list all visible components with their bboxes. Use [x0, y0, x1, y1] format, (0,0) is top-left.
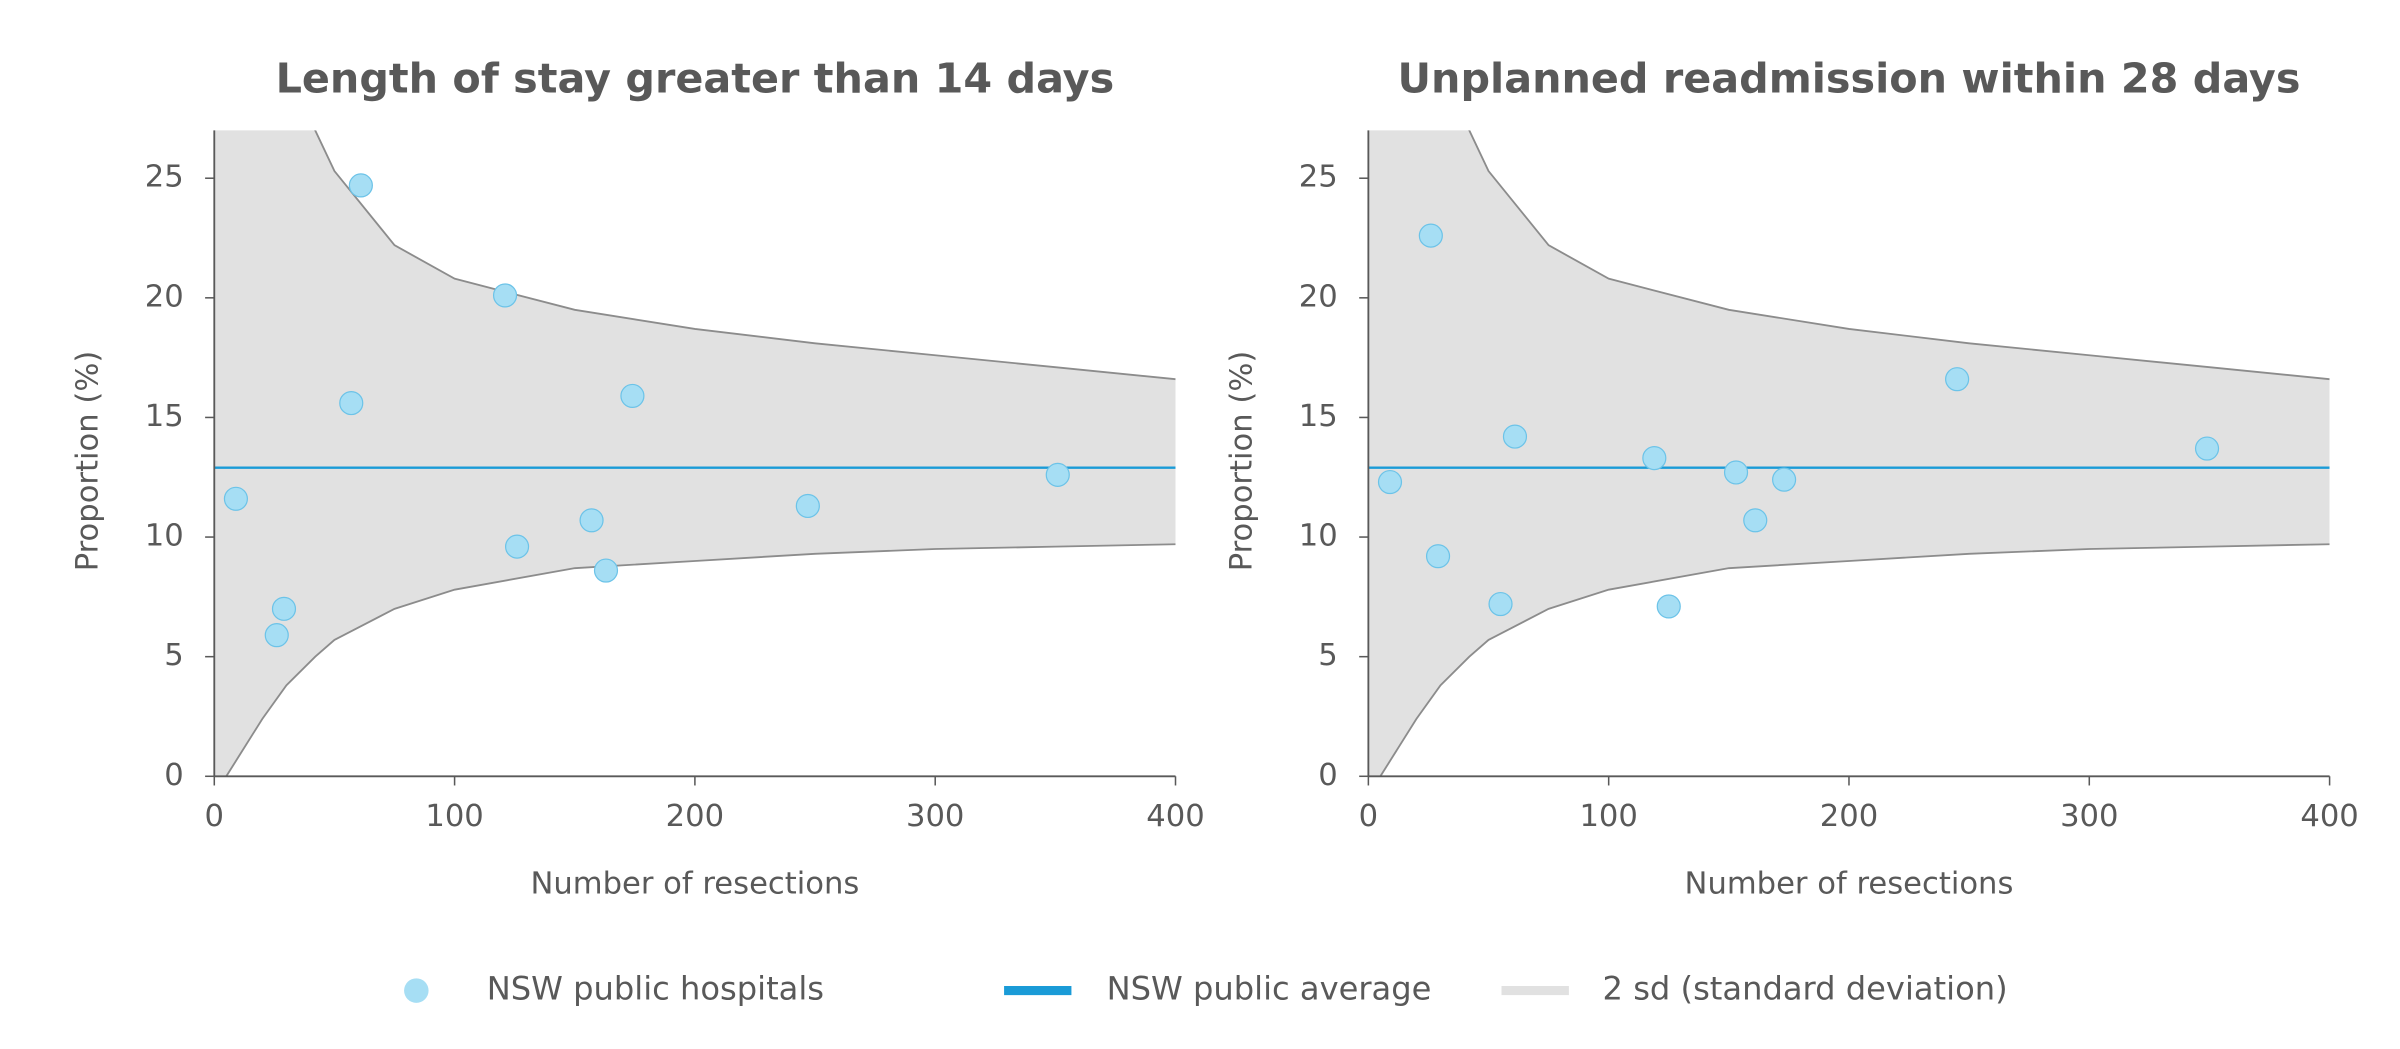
- upper-limit: [314, 130, 1176, 381]
- hospital-point: [2194, 436, 2220, 461]
- hospital-point: [1418, 223, 1443, 248]
- x-tick-label: 100: [1579, 799, 1637, 834]
- hospital-point: [1772, 467, 1797, 492]
- hospital-point: [593, 558, 619, 583]
- x-axis-label: Number of resections: [530, 866, 859, 901]
- y-tick-label: 15: [1299, 399, 1338, 434]
- x-tick-label: 400: [2300, 799, 2358, 834]
- y-tick-label: 0: [1318, 758, 1337, 793]
- hospital-point: [1377, 469, 1403, 495]
- hospital-point: [1723, 460, 1749, 485]
- hospital-point: [504, 534, 530, 559]
- y-tick-label: 15: [145, 399, 184, 434]
- y-tick-label: 10: [145, 519, 184, 554]
- plot-area: [1368, 130, 2330, 777]
- hospital-point: [1502, 424, 1528, 449]
- x-tick-label: 400: [1146, 799, 1204, 834]
- legend-symbol: [404, 978, 429, 1003]
- legend-label: NSW public average: [1107, 970, 1432, 1008]
- upper-limit: [1468, 130, 2330, 381]
- hospital-point: [1488, 591, 1513, 617]
- plot-area: [214, 130, 1176, 777]
- x-tick-label: 300: [2060, 799, 2118, 834]
- x-tick-label: 0: [205, 799, 224, 834]
- y-axis-label: Proportion (%): [70, 351, 105, 572]
- chart-title: Unplanned readmission within 28 days: [1398, 54, 2301, 102]
- hospital-point: [1642, 446, 1667, 471]
- sd-band: [1368, 130, 2330, 777]
- y-tick-label: 25: [145, 160, 184, 195]
- y-tick-label: 5: [1318, 638, 1337, 673]
- hospital-point: [795, 493, 820, 519]
- y-tick-label: 0: [164, 758, 183, 793]
- lower-limit: [1379, 543, 2330, 777]
- hospital-point: [1743, 508, 1768, 533]
- hospital-point: [492, 283, 518, 308]
- hospital-point: [1045, 462, 1070, 487]
- x-tick-label: 200: [1820, 799, 1878, 834]
- hospital-point: [579, 508, 604, 533]
- hospital-point: [271, 596, 297, 621]
- y-tick-label: 25: [1299, 160, 1338, 195]
- hospital-point: [1945, 367, 1970, 392]
- chart-title: Length of stay greater than 14 days: [276, 54, 1115, 102]
- hospital-point: [1425, 544, 1451, 569]
- x-tick-label: 300: [906, 799, 964, 834]
- x-tick-label: 100: [425, 799, 483, 834]
- x-axis-label: Number of resections: [1685, 866, 2014, 901]
- x-tick-label: 0: [1359, 799, 1378, 834]
- hospital-point: [339, 390, 364, 416]
- hospital-point: [264, 623, 289, 648]
- y-axis-label: Proportion (%): [1224, 351, 1259, 572]
- hospital-point: [620, 383, 645, 409]
- hospital-point: [348, 173, 373, 198]
- y-tick-label: 20: [1299, 279, 1338, 314]
- y-tick-label: 10: [1299, 519, 1338, 554]
- legend-label: NSW public hospitals: [487, 970, 824, 1008]
- y-tick-label: 5: [164, 638, 183, 673]
- sd-band: [214, 130, 1176, 777]
- lower-limit: [225, 543, 1176, 777]
- hospital-point: [223, 486, 249, 511]
- y-tick-label: 20: [145, 279, 184, 314]
- x-tick-label: 200: [666, 799, 724, 834]
- legend-label: 2 sd (standard deviation): [1603, 970, 2008, 1008]
- hospital-point: [1656, 594, 1681, 619]
